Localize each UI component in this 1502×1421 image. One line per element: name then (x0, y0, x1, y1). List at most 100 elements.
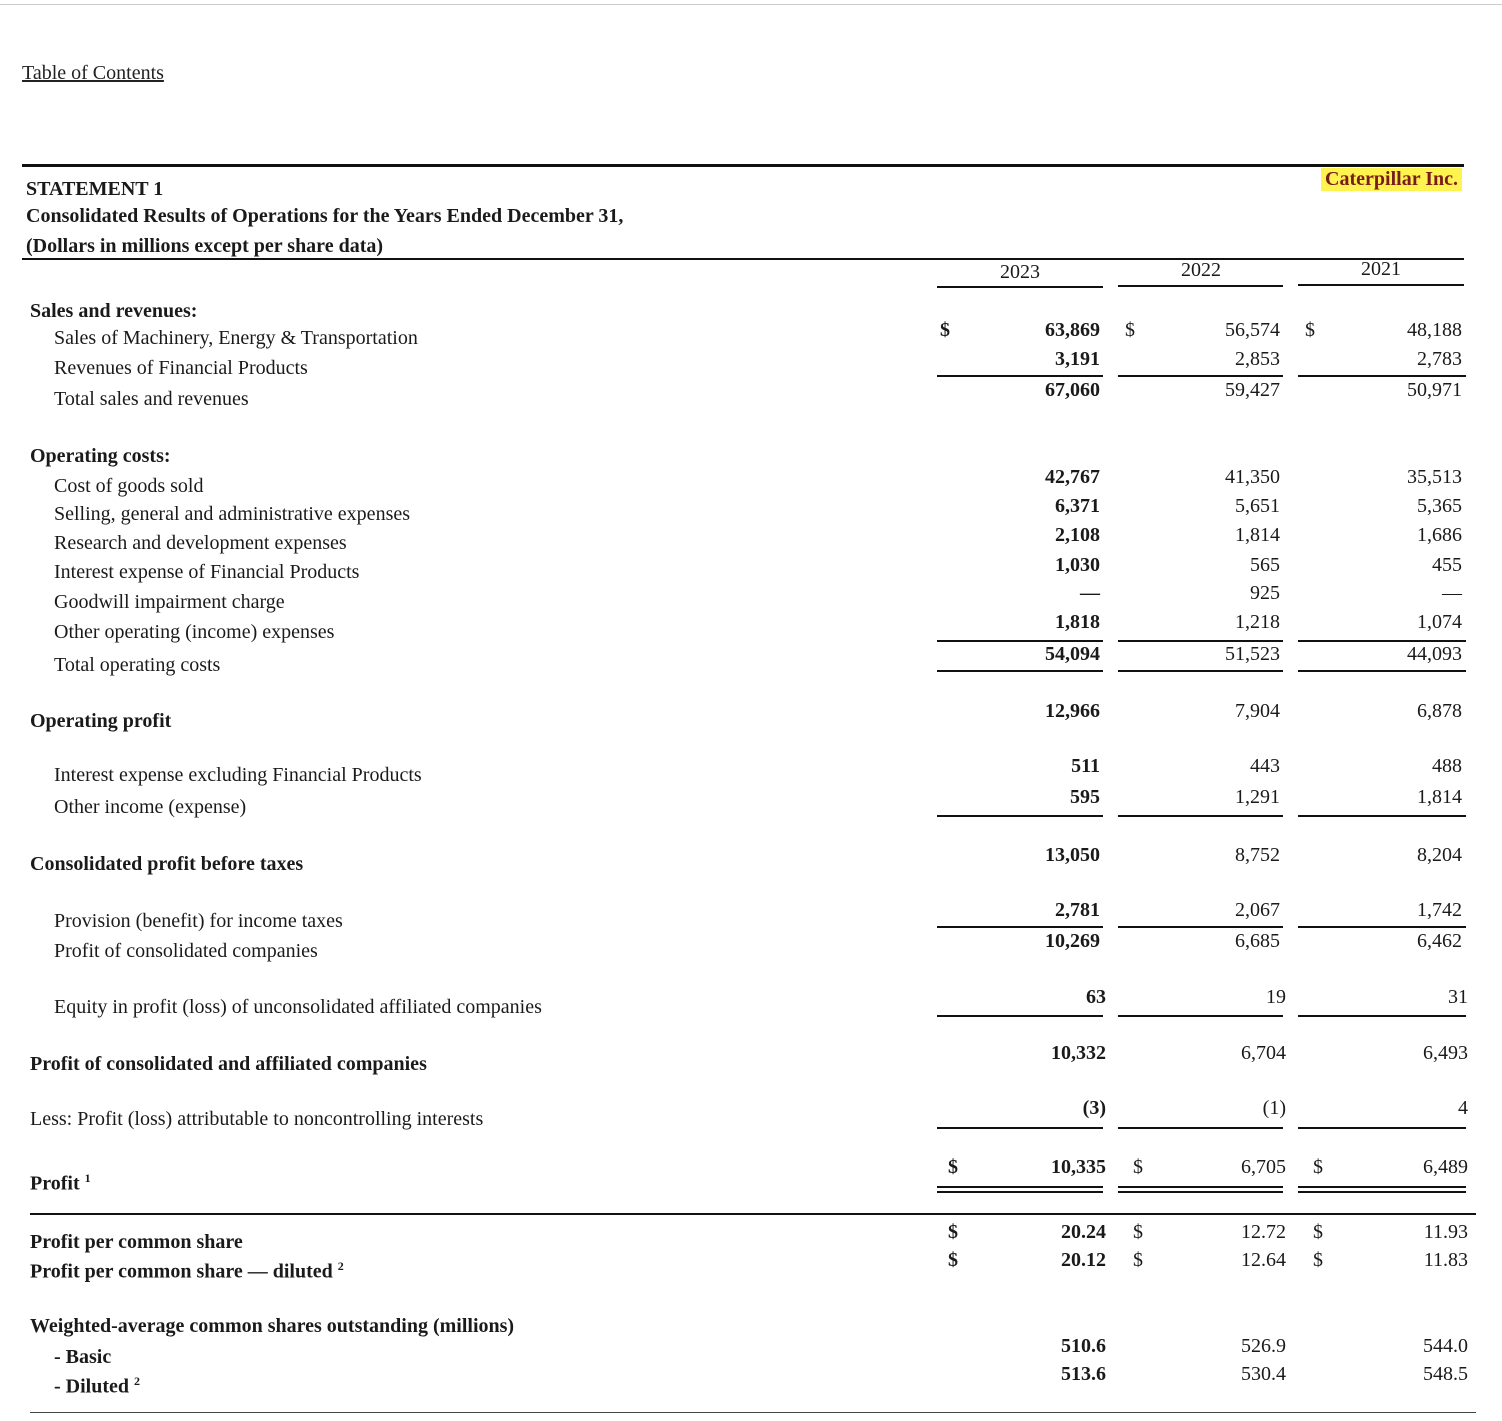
footnote-marker: 1 (84, 1171, 91, 1185)
currency-symbol: $ (948, 1156, 958, 1178)
footnote-marker: 2 (337, 1259, 344, 1273)
row-label: Sales of Machinery, Energy & Transportat… (54, 327, 418, 350)
footnote-marker: 2 (134, 1374, 140, 1388)
currency-symbol: $ (1305, 319, 1315, 341)
row-label-text: Other operating (income) expenses (54, 621, 335, 643)
statement-title: Consolidated Results of Operations for t… (26, 205, 624, 227)
row-label: Profit of consolidated companies (54, 940, 318, 963)
value-2022: 2,067 (1235, 899, 1280, 921)
total-underline (1298, 1186, 1466, 1188)
row-label-text: Weighted-average common shares outstandi… (30, 1315, 515, 1337)
value-2021: 35,513 (1407, 466, 1462, 488)
value-2023: 2,108 (1055, 524, 1100, 546)
value-2022: (1) (1262, 1097, 1286, 1119)
value-2023: 63,869 (1045, 319, 1100, 341)
currency-symbol: $ (940, 319, 950, 341)
value-2023: (3) (1082, 1097, 1106, 1119)
total-underline (1298, 1127, 1466, 1129)
value-2022: 19 (1266, 986, 1286, 1008)
row-label: - Diluted 2 (54, 1374, 140, 1399)
year-header-2023: 2023 (1000, 261, 1040, 283)
value-2021: 50,971 (1407, 379, 1462, 401)
value-2023: 63 (1086, 986, 1106, 1008)
total-underline (937, 1186, 1103, 1188)
value-2022: 7,904 (1235, 700, 1280, 722)
value-2022: 565 (1250, 554, 1280, 576)
value-2023: 6,371 (1055, 495, 1100, 517)
row-label-text: Other income (expense) (54, 796, 247, 818)
value-2021: 11.83 (1423, 1249, 1468, 1271)
row-label: Revenues of Financial Products (54, 357, 308, 380)
value-2021: 1,686 (1417, 524, 1462, 546)
total-underline (1118, 640, 1283, 642)
row-label: - Basic (54, 1346, 111, 1369)
row-label: Total sales and revenues (54, 388, 249, 411)
value-2021: 8,204 (1417, 844, 1462, 866)
row-label-text: Research and development expenses (54, 532, 347, 554)
total-underline (1118, 670, 1283, 672)
value-2023: 67,060 (1045, 379, 1100, 401)
row-label: Operating costs: (30, 445, 171, 468)
row-label-text: Profit per common share — diluted (30, 1260, 333, 1283)
row-label: Total operating costs (54, 654, 220, 677)
value-2023: 2,781 (1055, 899, 1100, 921)
row-label: Interest expense of Financial Products (54, 561, 359, 584)
total-underline (937, 1127, 1103, 1129)
currency-symbol: $ (1133, 1221, 1143, 1243)
row-label-text: Profit (30, 1172, 80, 1195)
row-label-text: Operating profit (30, 710, 172, 732)
value-2021: — (1442, 582, 1462, 604)
row-label: Equity in profit (loss) of unconsolidate… (54, 996, 542, 1019)
value-2021: 544.0 (1423, 1335, 1468, 1357)
currency-symbol: $ (1313, 1249, 1323, 1271)
value-2021: 1,742 (1417, 899, 1462, 921)
value-2023: 511 (1071, 755, 1100, 777)
value-2022: 1,218 (1235, 611, 1280, 633)
currency-symbol: $ (1313, 1221, 1323, 1243)
value-2022: 530.4 (1241, 1363, 1286, 1385)
value-2022: 1,291 (1235, 786, 1280, 808)
row-label-text: Interest expense excluding Financial Pro… (54, 764, 422, 786)
total-underline (1298, 640, 1466, 642)
value-2022: 8,752 (1235, 844, 1280, 866)
value-2022: 41,350 (1225, 466, 1280, 488)
row-label: Consolidated profit before taxes (30, 853, 303, 876)
value-2021: 455 (1432, 554, 1462, 576)
value-2023: 20.24 (1061, 1221, 1106, 1243)
year-underline (1298, 284, 1464, 286)
value-2023: 1,818 (1055, 611, 1100, 633)
value-2021: 1,814 (1417, 786, 1462, 808)
currency-symbol: $ (1125, 319, 1135, 341)
value-2021: 6,878 (1417, 700, 1462, 722)
year-header-2021: 2021 (1361, 258, 1401, 280)
value-2022: 2,853 (1235, 348, 1280, 370)
total-underline (937, 1015, 1103, 1017)
total-underline (1118, 815, 1283, 817)
year-underline (1118, 285, 1283, 287)
row-label-text: Consolidated profit before taxes (30, 853, 304, 875)
value-2021: 6,489 (1423, 1156, 1468, 1178)
value-2022: 59,427 (1225, 379, 1280, 401)
value-2023: 13,050 (1045, 844, 1100, 866)
value-2021: 44,093 (1407, 643, 1462, 665)
row-label: Provision (benefit) for income taxes (54, 910, 343, 933)
total-underline (1298, 926, 1466, 928)
row-label-text: Sales and revenues: (30, 300, 198, 322)
table-of-contents-link[interactable]: Table of Contents (22, 62, 164, 84)
company-name: Caterpillar Inc. (1321, 168, 1462, 191)
row-label: Interest expense excluding Financial Pro… (54, 764, 422, 787)
row-label-text: Total sales and revenues (54, 388, 249, 410)
row-label: Operating profit (30, 710, 171, 733)
row-label: Other operating (income) expenses (54, 621, 334, 644)
row-label-text: Provision (benefit) for income taxes (54, 910, 343, 932)
divider (30, 1213, 1476, 1215)
row-label-text: Selling, general and administrative expe… (54, 503, 411, 525)
value-2021: 11.93 (1423, 1221, 1468, 1243)
row-label: Cost of goods sold (54, 475, 203, 498)
total-underline (937, 926, 1103, 928)
row-label-text: - Diluted (54, 1375, 129, 1398)
row-label: Sales and revenues: (30, 300, 197, 323)
divider (22, 258, 1464, 260)
total-underline (937, 375, 1103, 377)
